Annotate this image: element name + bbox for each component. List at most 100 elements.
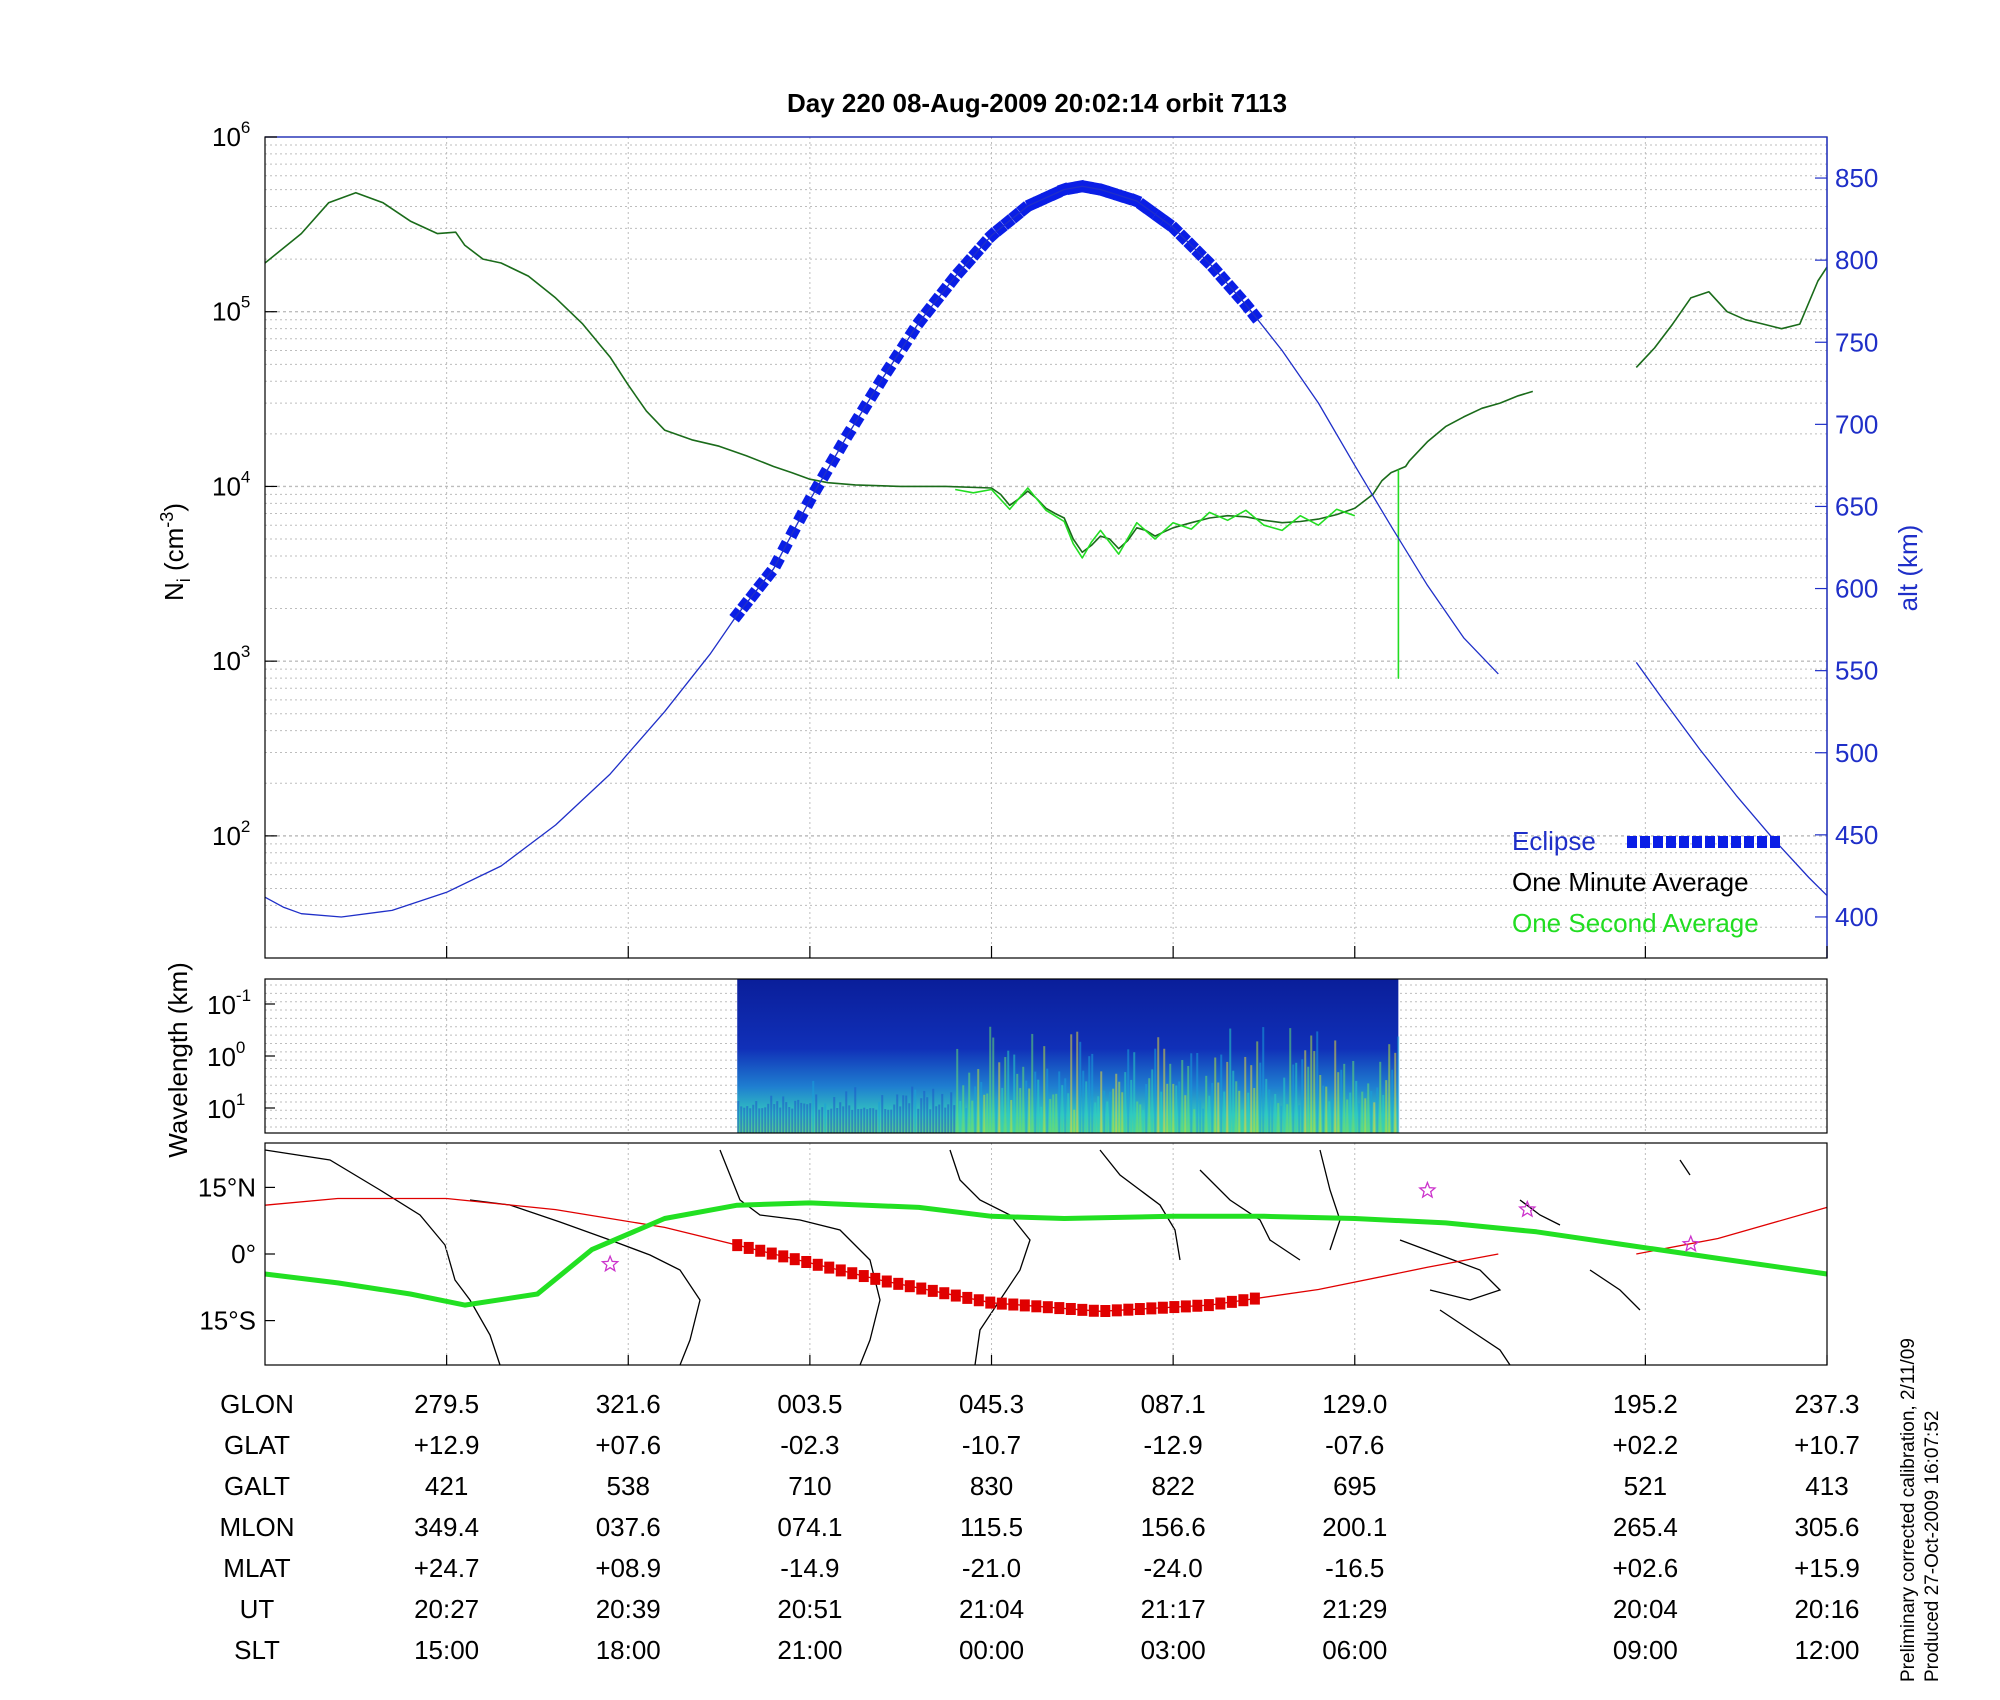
spectrogram-streak	[1073, 1109, 1076, 1133]
spectrogram-streak	[764, 1107, 767, 1133]
spectrogram-streak	[1109, 1091, 1112, 1133]
table-cell: 265.4	[1613, 1512, 1678, 1542]
spectrogram-streak	[884, 1109, 887, 1133]
spectrogram-streak	[1148, 1078, 1151, 1133]
spectrogram-streak	[929, 1109, 932, 1133]
spectrogram-streak	[1370, 1091, 1373, 1133]
track-eclipse-square	[732, 1239, 743, 1252]
spectrogram-streak	[1184, 1095, 1187, 1133]
spectrogram-streak	[788, 1107, 791, 1133]
spectrogram-streak	[986, 1093, 989, 1133]
spectrogram-streak	[923, 1090, 926, 1133]
spectrogram-streak	[842, 1106, 845, 1133]
spectrogram-streak	[1154, 1048, 1157, 1133]
spectrogram-streak	[1373, 1102, 1376, 1133]
tick-base: 10	[207, 990, 236, 1020]
track-eclipse-square	[927, 1284, 938, 1297]
spectrogram-streak	[1019, 1088, 1022, 1133]
spectrogram-streak	[932, 1088, 935, 1133]
spectrogram-streak	[1130, 1079, 1133, 1133]
series-2-segment-1	[1635, 662, 1828, 897]
spectrogram-streak	[839, 1102, 842, 1133]
spectrogram-streak	[1052, 1094, 1055, 1133]
spectrogram-streak	[1313, 1051, 1316, 1133]
spectrogram-streak	[1292, 1064, 1295, 1133]
magnetic-equator	[264, 1200, 1828, 1308]
spectrogram-streak	[893, 1104, 896, 1133]
coastline-8	[1439, 1309, 1511, 1366]
spectrogram-streak	[1172, 1083, 1175, 1133]
spectrogram-streak	[785, 1102, 788, 1133]
spectrogram-streak	[1196, 1053, 1199, 1133]
spectrogram-streak	[1043, 1046, 1046, 1133]
table-cell: 695	[1333, 1471, 1376, 1501]
spectrogram-streak	[1085, 1081, 1088, 1133]
spectrogram-streak	[1061, 1085, 1064, 1133]
track-eclipse-square	[755, 1244, 766, 1257]
spectrogram-streak	[821, 1107, 824, 1133]
chart-title: Day 220 08-Aug-2009 20:02:14 orbit 7113	[787, 88, 1287, 118]
spectrogram-streak	[947, 1104, 950, 1133]
left-tick-label-2: 104	[212, 467, 250, 501]
track-eclipse-square	[1203, 1299, 1214, 1312]
spectrogram-streak	[1106, 1101, 1109, 1133]
right-axis-label: alt (km)	[1893, 525, 1923, 612]
spectrogram-streak	[1121, 1092, 1124, 1133]
spectrogram-streak	[806, 1104, 809, 1133]
spectrogram-streak	[761, 1108, 764, 1133]
tick-exp: 1	[236, 1090, 245, 1109]
spectrogram-streak	[1034, 1071, 1037, 1133]
track-eclipse-square	[985, 1296, 996, 1309]
spectrogram-streak	[803, 1103, 806, 1133]
track-eclipse-square	[870, 1272, 881, 1285]
legend-eclipse-square	[1705, 836, 1715, 848]
spectrogram-streak	[1253, 1087, 1256, 1133]
track-eclipse-square	[1238, 1294, 1249, 1307]
spectrogram-streak	[881, 1095, 884, 1133]
spectrogram-streak	[1205, 1075, 1208, 1133]
legend-eclipse-square	[1770, 836, 1780, 848]
table-cell: -10.7	[962, 1430, 1021, 1460]
spectrogram-streak	[959, 1101, 962, 1133]
spectrogram-streak	[1208, 1095, 1211, 1133]
table-cell: 421	[425, 1471, 468, 1501]
table-cell: +15.9	[1794, 1553, 1860, 1583]
spectrogram-streak	[950, 1092, 953, 1133]
spectrogram-streak	[1133, 1052, 1136, 1133]
spectrogram-streak	[965, 1108, 968, 1133]
spectrogram-streak	[1199, 1100, 1202, 1133]
table-cell: 003.5	[777, 1389, 842, 1419]
track-eclipse-square	[743, 1241, 754, 1254]
spectrogram-tick-label-0: 10-1	[207, 986, 251, 1020]
table-cell: 20:16	[1794, 1594, 1859, 1624]
spectrogram-streak	[1211, 1082, 1214, 1133]
spectrogram-streak	[920, 1098, 923, 1133]
track-eclipse-square	[1031, 1300, 1042, 1313]
spectrogram-streak	[1226, 1061, 1229, 1133]
spectrogram-streak	[812, 1080, 815, 1133]
table-cell: 538	[607, 1471, 650, 1501]
map-tick-label-0: 15°N	[198, 1172, 256, 1202]
spectrogram-tick-label-2: 101	[207, 1090, 245, 1124]
spectrogram-streak	[1220, 1054, 1223, 1133]
table-row-label-mlon: MLON	[219, 1512, 294, 1542]
spectrogram-streak	[1250, 1065, 1253, 1133]
track-eclipse-square	[1146, 1302, 1157, 1315]
spectrogram-streak	[902, 1095, 905, 1133]
table-cell: 413	[1805, 1471, 1848, 1501]
spectrogram-streak	[1319, 1074, 1322, 1133]
left-tick-base: 10	[212, 821, 241, 851]
spectrogram-streak	[983, 1094, 986, 1133]
spectrogram-streak	[887, 1109, 890, 1133]
table-cell: 045.3	[959, 1389, 1024, 1419]
spectrogram-streak	[1259, 1062, 1262, 1133]
table-cell: 21:17	[1141, 1594, 1206, 1624]
table-cell: 06:00	[1322, 1635, 1387, 1665]
star-marker	[1418, 1180, 1437, 1199]
track-eclipse-square	[1134, 1303, 1145, 1316]
spectrogram-streak	[953, 1105, 956, 1133]
spectrogram-streak	[1163, 1048, 1166, 1133]
legend-eclipse-square	[1757, 836, 1767, 848]
density-axes: 1021031041051064004505005506006507007508…	[212, 118, 1878, 959]
